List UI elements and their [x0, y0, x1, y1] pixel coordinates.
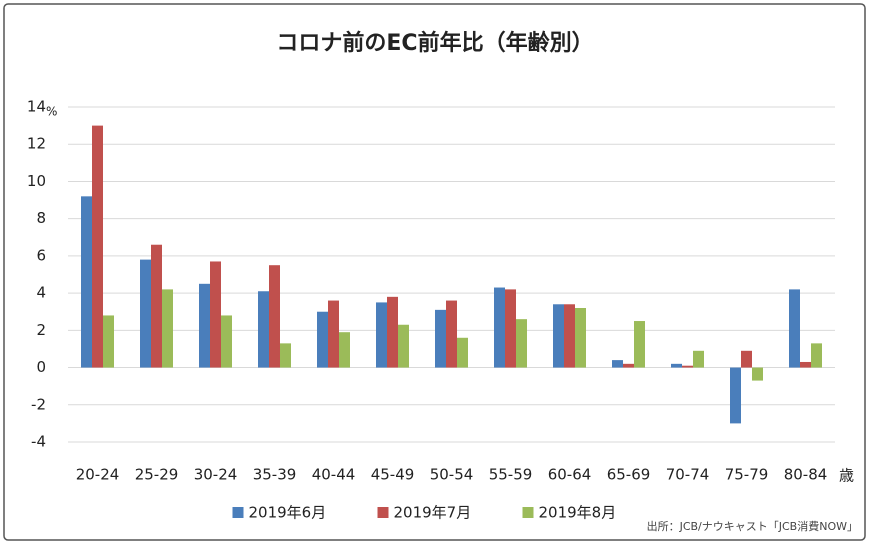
bar — [505, 289, 516, 368]
y-tick-label: 14 — [27, 98, 46, 116]
bar — [494, 287, 505, 368]
y-tick-label: 10 — [27, 172, 46, 190]
legend-label: 2019年6月 — [249, 504, 327, 522]
bar — [103, 315, 114, 368]
bar — [634, 321, 645, 368]
legend-label: 2019年8月 — [539, 504, 617, 522]
y-unit: % — [46, 105, 57, 119]
bar — [221, 315, 232, 368]
legend-swatch — [377, 507, 389, 518]
bar — [210, 261, 221, 368]
bar — [752, 367, 763, 381]
legend-swatch — [232, 507, 244, 518]
legend-swatch — [522, 507, 534, 518]
x-unit: 歳 — [839, 467, 854, 485]
x-tick-label: 75-79 — [725, 466, 769, 484]
bar — [151, 244, 162, 368]
bar — [140, 259, 151, 368]
x-tick-label: 65-69 — [607, 466, 651, 484]
bar — [387, 296, 398, 368]
bar — [741, 350, 752, 368]
bar — [269, 265, 280, 368]
bar — [446, 300, 457, 368]
y-tick-label: 2 — [36, 321, 46, 339]
bar — [671, 363, 682, 368]
bar — [258, 291, 269, 368]
chart-title: コロナ前のEC前年比（年齢別） — [276, 30, 593, 56]
bar — [457, 337, 468, 368]
bar — [564, 304, 575, 368]
y-tick-label: 0 — [36, 358, 46, 376]
source-note: 出所：JCB/ナウキャスト「JCB消費NOW」 — [647, 519, 858, 533]
bar — [623, 363, 634, 368]
bar — [328, 300, 339, 368]
bar — [516, 319, 527, 368]
bar — [435, 309, 446, 368]
chart-frame — [3, 3, 866, 541]
bar — [575, 308, 586, 368]
y-tick-label: 8 — [36, 209, 46, 227]
bar — [92, 125, 103, 368]
bar — [789, 289, 800, 368]
legend-label: 2019年7月 — [394, 504, 472, 522]
x-tick-label: 20-24 — [76, 466, 120, 484]
x-tick-label: 60-64 — [548, 466, 592, 484]
bar — [81, 196, 92, 368]
bar — [199, 283, 210, 368]
bar — [339, 332, 350, 368]
x-tick-label: 40-44 — [312, 466, 356, 484]
x-tick-label: 35-39 — [253, 466, 297, 484]
y-tick-label: 6 — [36, 246, 46, 264]
x-tick-label: 25-29 — [135, 466, 179, 484]
bar — [280, 343, 291, 368]
x-tick-label: 55-59 — [489, 466, 533, 484]
bar — [553, 304, 564, 368]
x-tick-label: 70-74 — [666, 466, 710, 484]
x-tick-label: 45-49 — [371, 466, 415, 484]
bar — [811, 343, 822, 368]
y-tick-label: 12 — [27, 135, 46, 153]
y-tick-label: 4 — [36, 284, 46, 302]
bar — [317, 311, 328, 368]
x-tick-label: 50-54 — [430, 466, 474, 484]
x-tick-label: 80-84 — [784, 466, 828, 484]
bar — [730, 367, 741, 424]
bar — [682, 365, 693, 368]
bar — [398, 324, 409, 368]
bar — [693, 350, 704, 368]
bar — [376, 302, 387, 368]
bar — [800, 361, 811, 368]
x-tick-label: 30-24 — [194, 466, 238, 484]
y-tick-label: -2 — [31, 395, 46, 413]
y-tick-label: -4 — [31, 433, 46, 451]
bar — [612, 360, 623, 368]
bar — [162, 289, 173, 368]
